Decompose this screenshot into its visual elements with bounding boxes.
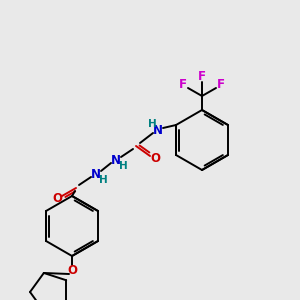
Text: H: H (118, 161, 127, 171)
Text: O: O (150, 152, 160, 166)
Text: N: N (153, 124, 163, 136)
Text: O: O (52, 193, 62, 206)
Text: H: H (99, 175, 107, 185)
Text: H: H (148, 119, 156, 129)
Text: N: N (91, 167, 101, 181)
Text: F: F (217, 79, 225, 92)
Text: N: N (111, 154, 121, 166)
Text: F: F (198, 70, 206, 83)
Text: F: F (179, 79, 187, 92)
Text: O: O (67, 263, 77, 277)
